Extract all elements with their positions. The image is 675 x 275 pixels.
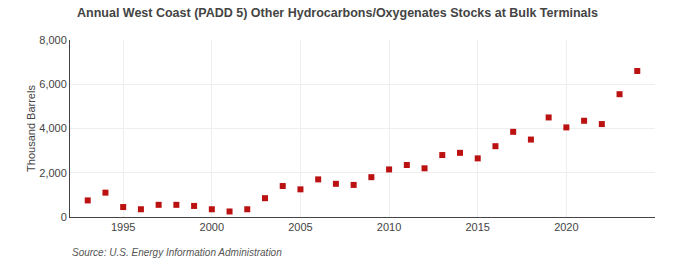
svg-text:0: 0 [61, 211, 67, 223]
svg-text:2020: 2020 [554, 221, 578, 233]
svg-text:2,000: 2,000 [39, 167, 67, 179]
svg-text:2000: 2000 [200, 221, 224, 233]
svg-text:1995: 1995 [111, 221, 135, 233]
svg-text:Thousand Barrels: Thousand Barrels [25, 85, 37, 172]
svg-text:4,000: 4,000 [39, 122, 67, 134]
svg-text:2015: 2015 [465, 221, 489, 233]
svg-text:6,000: 6,000 [39, 78, 67, 90]
svg-text:2005: 2005 [288, 221, 312, 233]
svg-text:2010: 2010 [377, 221, 401, 233]
svg-text:8,000: 8,000 [39, 34, 67, 46]
svg-text:Annual West Coast (PADD 5) Oth: Annual West Coast (PADD 5) Other Hydroca… [77, 6, 598, 20]
svg-text:Source: U.S. Energy Informatio: Source: U.S. Energy Information Administ… [72, 247, 282, 258]
